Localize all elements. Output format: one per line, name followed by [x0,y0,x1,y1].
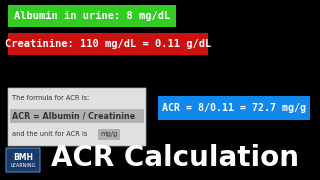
FancyBboxPatch shape [6,148,40,172]
Text: LEARNING: LEARNING [10,163,36,168]
FancyBboxPatch shape [8,5,176,27]
FancyBboxPatch shape [98,129,120,140]
Text: Creatinine: 110 mg/dL = 0.11 g/dL: Creatinine: 110 mg/dL = 0.11 g/dL [5,39,211,49]
Text: The formula for ACR is:: The formula for ACR is: [12,95,89,101]
Text: and the unit for ACR is: and the unit for ACR is [12,131,87,137]
FancyBboxPatch shape [8,88,146,146]
FancyBboxPatch shape [158,96,310,120]
Text: ACR = 8/0.11 = 72.7 mg/g: ACR = 8/0.11 = 72.7 mg/g [162,103,306,113]
Text: Albumin in urine: 8 mg/dL: Albumin in urine: 8 mg/dL [14,11,170,21]
FancyBboxPatch shape [8,33,208,55]
Text: ACR = Albumin / Creatinine: ACR = Albumin / Creatinine [12,111,135,120]
FancyBboxPatch shape [10,109,144,123]
Text: ACR Calculation: ACR Calculation [51,144,299,172]
Text: BMH: BMH [13,153,33,162]
Text: mg/g: mg/g [100,131,118,137]
